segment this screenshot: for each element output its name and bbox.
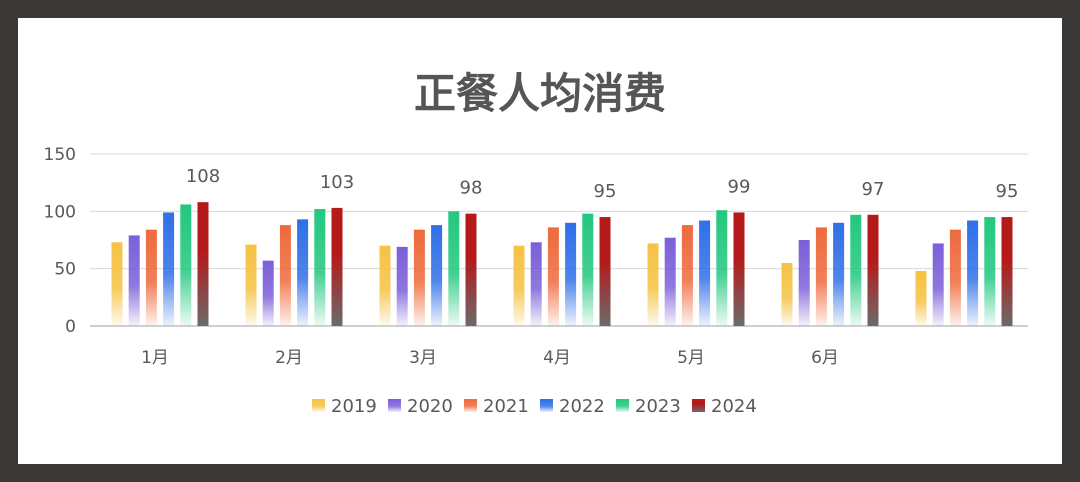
bar-2020-6月 <box>798 240 810 326</box>
bar-2021-1月 <box>145 229 157 326</box>
data-label: 98 <box>460 178 483 199</box>
bar-2023-1月 <box>180 204 192 326</box>
bar-2021-2月 <box>279 225 291 326</box>
bar-2024-3月 <box>465 213 477 326</box>
legend-label-2024: 2024 <box>711 396 757 417</box>
legend-label-2022: 2022 <box>559 396 605 417</box>
x-tick-label: 1月 <box>141 348 169 368</box>
chart-title: 正餐人均消费 <box>414 69 666 118</box>
bar-2019-5月 <box>647 243 659 326</box>
bar-2019-cat7 <box>915 270 927 326</box>
x-tick-label: 3月 <box>409 348 437 368</box>
bar-2023-5月 <box>716 210 728 326</box>
bar-2019-3月 <box>379 245 391 326</box>
bar-2019-1月 <box>111 242 123 326</box>
bar-2024-cat7 <box>1001 217 1013 326</box>
legend-swatch-2022 <box>540 399 553 412</box>
bar-2022-1月 <box>163 212 175 326</box>
y-tick-label: 50 <box>54 260 76 280</box>
bar-2020-5月 <box>664 237 676 326</box>
bar-2020-cat7 <box>932 243 944 326</box>
data-label: 103 <box>320 172 354 193</box>
bar-2021-cat7 <box>949 229 961 326</box>
data-label: 108 <box>186 166 220 187</box>
bar-2020-4月 <box>530 242 542 326</box>
bar-2022-4月 <box>565 222 577 326</box>
bar-2024-5月 <box>733 212 745 326</box>
legend-label-2019: 2019 <box>331 396 377 417</box>
bar-chart: 正餐人均消费 0 50 100 150 108 103 98 95 99 97 95 1月 2月 3月… <box>44 69 1028 417</box>
data-labels: 108 103 98 95 99 97 95 <box>186 166 1019 202</box>
bar-2020-1月 <box>128 235 140 326</box>
legend-swatch-2020 <box>388 399 401 412</box>
bar-2021-5月 <box>681 225 693 326</box>
data-label: 95 <box>996 181 1019 202</box>
legend-swatch-2024 <box>692 399 705 412</box>
bar-2022-cat7 <box>967 220 979 326</box>
bar-2024-4月 <box>599 217 611 326</box>
bar-2021-6月 <box>815 227 827 326</box>
bar-2023-cat7 <box>984 217 996 326</box>
legend-label-2023: 2023 <box>635 396 681 417</box>
bar-2020-2月 <box>262 260 274 326</box>
chart-frame: 正餐人均消费 0 50 100 150 108 103 98 95 99 97 95 1月 2月 3月… <box>18 18 1062 464</box>
bar-2022-6月 <box>833 222 845 326</box>
bar-2021-4月 <box>547 227 559 326</box>
gridlines <box>90 153 1028 327</box>
bar-2019-4月 <box>513 245 525 326</box>
y-tick-label: 0 <box>65 317 76 337</box>
x-tick-label: 5月 <box>677 348 705 368</box>
x-tick-label: 6月 <box>811 348 839 368</box>
bar-2020-3月 <box>396 246 408 326</box>
bar-2019-6月 <box>781 262 793 326</box>
bar-2024-6月 <box>867 214 879 326</box>
bar-2023-4月 <box>582 213 594 326</box>
x-tick-label: 2月 <box>275 348 303 368</box>
y-tick-label: 100 <box>44 202 76 222</box>
bar-2019-2月 <box>245 244 257 326</box>
bar-2022-5月 <box>699 220 711 326</box>
bar-2021-3月 <box>413 229 425 326</box>
legend-swatch-2021 <box>464 399 477 412</box>
legend-swatch-2019 <box>312 399 325 412</box>
bar-2023-6月 <box>850 214 862 326</box>
data-label: 95 <box>594 181 617 202</box>
bar-2024-2月 <box>331 207 343 326</box>
bar-2023-2月 <box>314 209 326 326</box>
legend-label-2020: 2020 <box>407 396 453 417</box>
y-tick-label: 150 <box>44 145 76 165</box>
data-label: 97 <box>862 179 885 200</box>
y-axis-ticks: 0 50 100 150 <box>44 145 76 337</box>
legend-label-2021: 2021 <box>483 396 529 417</box>
x-axis-ticks: 1月 2月 3月 4月 5月 6月 <box>141 348 839 368</box>
bars <box>111 202 1013 326</box>
x-tick-label: 4月 <box>543 348 571 368</box>
data-label: 99 <box>728 176 751 197</box>
bar-2023-3月 <box>448 211 460 326</box>
legend-swatch-2023 <box>616 399 629 412</box>
bar-2024-1月 <box>197 202 209 326</box>
bar-2022-2月 <box>297 219 309 326</box>
legend: 2019 2020 2021 2022 2023 2024 <box>312 396 757 417</box>
bar-2022-3月 <box>431 225 443 326</box>
